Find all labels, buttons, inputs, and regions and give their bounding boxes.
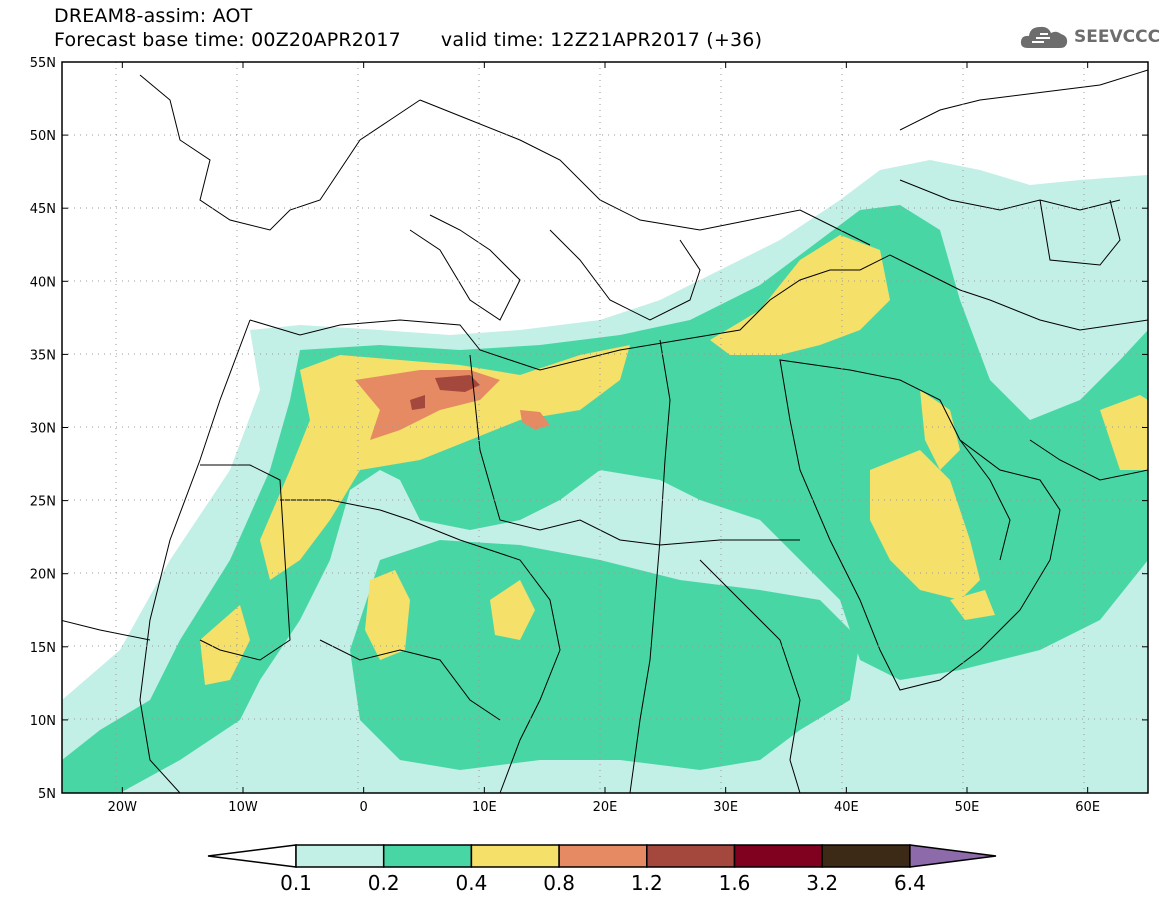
lon-label: 10W (228, 800, 258, 815)
coastlines (62, 69, 1148, 793)
colorbar-box (295, 844, 385, 868)
aot-contour-0.4-iran (1100, 395, 1148, 470)
colorbar-label: 1.6 (719, 871, 751, 895)
lat-label: 10N (30, 714, 56, 729)
lat-label: 50N (30, 129, 56, 144)
colorbar-label: 0.2 (368, 871, 400, 895)
colorbar: 0.1 0.2 0.4 0.8 1.2 1.6 3.2 6.4 (207, 844, 997, 895)
lat-label: 15N (30, 641, 56, 656)
lon-label: 20E (593, 800, 618, 815)
colorbar-label: 0.4 (455, 871, 487, 895)
colorbar-arrow-low (207, 844, 297, 868)
aot-contour-1.2-b (410, 395, 425, 410)
latitude-axis: 55N 50N 45N 40N 35N 30N 25N 20N 15N 10N 5N (30, 56, 1148, 802)
valid-time: valid time: 12Z21APR2017 (+36) (440, 29, 763, 51)
lon-label: 30E (713, 800, 738, 815)
title-times: Forecast base time: 00Z20APR2017 valid ti… (54, 28, 762, 52)
colorbar-box (470, 844, 560, 868)
lon-label: 50E (955, 800, 980, 815)
colorbar-label: 0.8 (543, 871, 575, 895)
lat-label: 45N (30, 202, 56, 217)
colorbar-box (382, 844, 473, 868)
aot-field (62, 62, 1148, 793)
base-time: Forecast base time: 00Z20APR2017 (54, 29, 401, 51)
title-block: DREAM8-assim: AOT Forecast base time: 00… (54, 4, 762, 52)
aot-contour-0.4-chad (365, 570, 410, 660)
lon-label: 10E (472, 800, 497, 815)
colorbar-box (733, 844, 823, 868)
aot-contour-0.2-south (350, 540, 860, 770)
longitude-axis: 20W 10W 0 10E 20E 30E 40E 50E 60E (108, 62, 1100, 815)
colorbar-label: 6.4 (894, 871, 926, 895)
aot-contour-0.4-oman (950, 590, 995, 620)
colorbar-box (558, 844, 648, 868)
lat-label: 30N (30, 422, 56, 437)
seevccc-logo: SEEVCCC (1018, 22, 1160, 52)
colorbar-label: 1.2 (631, 871, 663, 895)
aot-contour-0.4-sahara (260, 345, 630, 580)
aot-contour-0.4-gulf (920, 390, 960, 470)
colorbar-label: 0.1 (280, 871, 312, 895)
colorbar-arrow-high (909, 844, 997, 868)
lat-label: 20N (30, 568, 56, 583)
lat-label: 35N (30, 348, 56, 363)
lon-label: 0 (360, 800, 368, 815)
aot-contour-0.8-libya (520, 410, 550, 430)
aot-contour-0.4-turkey (710, 235, 890, 355)
colorbar-box (821, 844, 911, 868)
aot-contour-0.4-mali (200, 605, 250, 685)
lat-label: 5N (38, 787, 56, 802)
lat-label: 25N (30, 495, 56, 510)
logo-text: SEEVCCC (1074, 27, 1161, 47)
aot-contour-0.4-sudan (490, 580, 535, 640)
aot-contour-0.2 (62, 205, 1148, 793)
lat-label: 40N (30, 275, 56, 290)
aot-contour-0.4-arabia (870, 450, 980, 600)
aot-contour-1.2 (435, 375, 480, 392)
lat-label: 55N (30, 56, 56, 71)
lon-label: 40E (834, 800, 859, 815)
graticule (62, 62, 1148, 793)
colorbar-label: 3.2 (806, 871, 838, 895)
lon-label: 60E (1075, 800, 1100, 815)
map-title: DREAM8-assim: AOT (54, 5, 253, 27)
colorbar-box (646, 844, 736, 868)
cloud-icon (1020, 26, 1068, 48)
lon-label: 20W (108, 800, 138, 815)
